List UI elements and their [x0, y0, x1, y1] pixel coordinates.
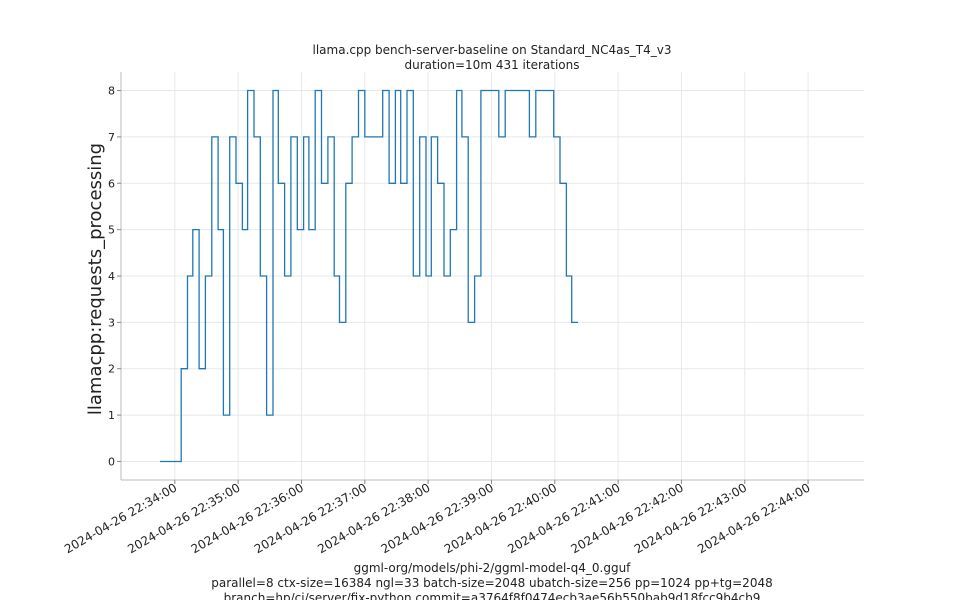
x-tick-label: 2024-04-26 22:38:00	[315, 480, 432, 556]
chart-title: llama.cpp bench-server-baseline on Stand…	[313, 43, 672, 57]
y-tick-label: 4	[108, 270, 115, 283]
x-tick-label: 2024-04-26 22:41:00	[505, 480, 622, 556]
y-tick-label: 0	[108, 455, 115, 468]
y-tick-label: 6	[108, 177, 115, 190]
y-tick-label: 5	[108, 224, 115, 237]
gridlines	[121, 72, 864, 480]
x-tick-label: 2024-04-26 22:37:00	[252, 480, 369, 556]
x-axis-label-line-2: parallel=8 ctx-size=16384 ngl=33 batch-s…	[211, 576, 772, 590]
x-axis-label-line-3: branch=hp/ci/server/fix-python commit=a3…	[224, 591, 761, 600]
series-line	[160, 89, 578, 463]
chart-subtitle: duration=10m 431 iterations	[405, 58, 580, 72]
x-tick-label: 2024-04-26 22:40:00	[442, 480, 559, 556]
y-tick-label: 8	[108, 85, 115, 98]
x-axis-label-line-1: ggml-org/models/phi-2/ggml-model-q4_0.gg…	[354, 561, 632, 575]
y-tick-label: 3	[108, 316, 115, 329]
x-tick-label: 2024-04-26 22:44:00	[695, 480, 812, 556]
x-tick-label: 2024-04-26 22:35:00	[125, 480, 242, 556]
x-tick-label: 2024-04-26 22:39:00	[379, 480, 496, 556]
y-tick-label: 1	[108, 409, 115, 422]
x-tick-label: 2024-04-26 22:34:00	[62, 480, 179, 556]
y-axis-label: llamacpp:requests_processing	[85, 143, 106, 415]
y-tick-label: 7	[108, 131, 115, 144]
y-ticks: 0 1 2 3 4 5 6 7 8	[108, 85, 121, 468]
x-tick-label: 2024-04-26 22:42:00	[569, 480, 686, 556]
x-tick-label: 2024-04-26 22:43:00	[632, 480, 749, 556]
series	[160, 89, 578, 463]
x-tick-label: 2024-04-26 22:36:00	[189, 480, 306, 556]
y-tick-label: 2	[108, 363, 115, 376]
